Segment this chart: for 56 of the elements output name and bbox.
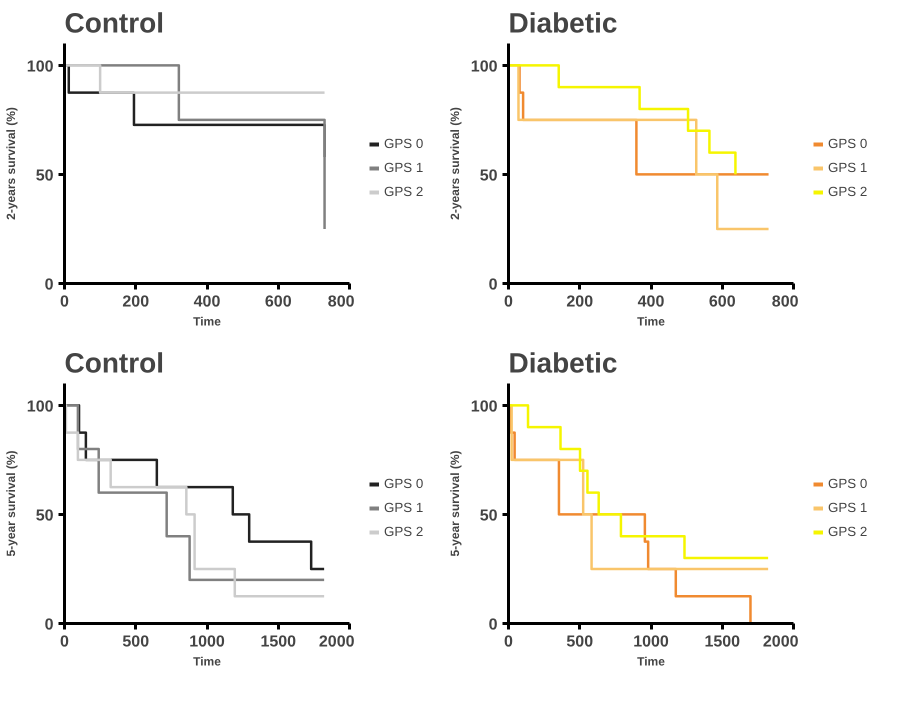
x-axis-title: Time	[193, 654, 222, 668]
chart-title: Diabetic	[508, 8, 618, 38]
x-tick-label: 200	[566, 294, 594, 310]
x-tick-label: 200	[122, 294, 150, 310]
legend-label: GPS 0	[828, 476, 868, 491]
y-tick-label: 0	[44, 276, 54, 294]
x-tick-label: 500	[566, 634, 594, 650]
x-tick-label: 1000	[189, 634, 225, 650]
x-tick-label: 400	[638, 294, 664, 310]
chart-title: Control	[64, 8, 164, 38]
legend-label: GPS 1	[828, 500, 868, 515]
y-tick-label: 0	[488, 276, 498, 294]
legend-label: GPS 2	[384, 184, 424, 199]
x-axis-title: Time	[637, 314, 666, 328]
x-tick-label: 1500	[704, 634, 740, 650]
y-tick-label: 100	[470, 58, 498, 76]
y-tick-label: 0	[44, 616, 54, 634]
legend-label: GPS 2	[828, 184, 868, 199]
x-tick-label: 600	[264, 294, 292, 310]
x-tick-label: 800	[772, 294, 799, 310]
legend-label: GPS 0	[384, 136, 424, 151]
x-axis-title: Time	[193, 314, 222, 328]
y-axis-title: 2-years survival (%)	[448, 107, 462, 220]
y-tick-label: 50	[480, 507, 498, 524]
y-tick-label: 50	[480, 167, 498, 184]
x-tick-label: 2000	[762, 634, 799, 650]
legend-label: GPS 0	[828, 136, 868, 151]
x-tick-label: 1000	[633, 634, 669, 650]
y-tick-label: 50	[36, 507, 54, 524]
legend-label: GPS 2	[828, 524, 868, 539]
y-axis-title: 5-year survival (%)	[4, 450, 18, 557]
y-tick-label: 100	[26, 398, 54, 416]
legend-label: GPS 0	[384, 476, 424, 491]
legend-label: GPS 1	[384, 160, 424, 175]
x-tick-label: 800	[328, 294, 355, 310]
y-tick-label: 100	[26, 58, 54, 76]
x-tick-label: 600	[708, 294, 736, 310]
x-tick-label: 0	[60, 634, 70, 650]
x-tick-label: 0	[504, 634, 514, 650]
x-tick-label: 400	[194, 294, 220, 310]
x-tick-label: 0	[60, 294, 70, 310]
y-tick-label: 50	[36, 167, 54, 184]
legend-label: GPS 1	[828, 160, 868, 175]
y-axis-title: 5-year survival (%)	[448, 450, 462, 557]
legend-label: GPS 2	[384, 524, 424, 539]
y-axis-title: 2-years survival (%)	[4, 107, 18, 220]
y-tick-label: 100	[470, 398, 498, 416]
x-tick-label: 2000	[318, 634, 355, 650]
chart-title: Diabetic	[508, 348, 618, 378]
x-axis-title: Time	[637, 654, 666, 668]
x-tick-label: 0	[504, 294, 514, 310]
y-tick-label: 0	[488, 616, 498, 634]
legend-label: GPS 1	[384, 500, 424, 515]
chart-title: Control	[64, 348, 164, 378]
x-tick-label: 1500	[260, 634, 296, 650]
x-tick-label: 500	[122, 634, 150, 650]
